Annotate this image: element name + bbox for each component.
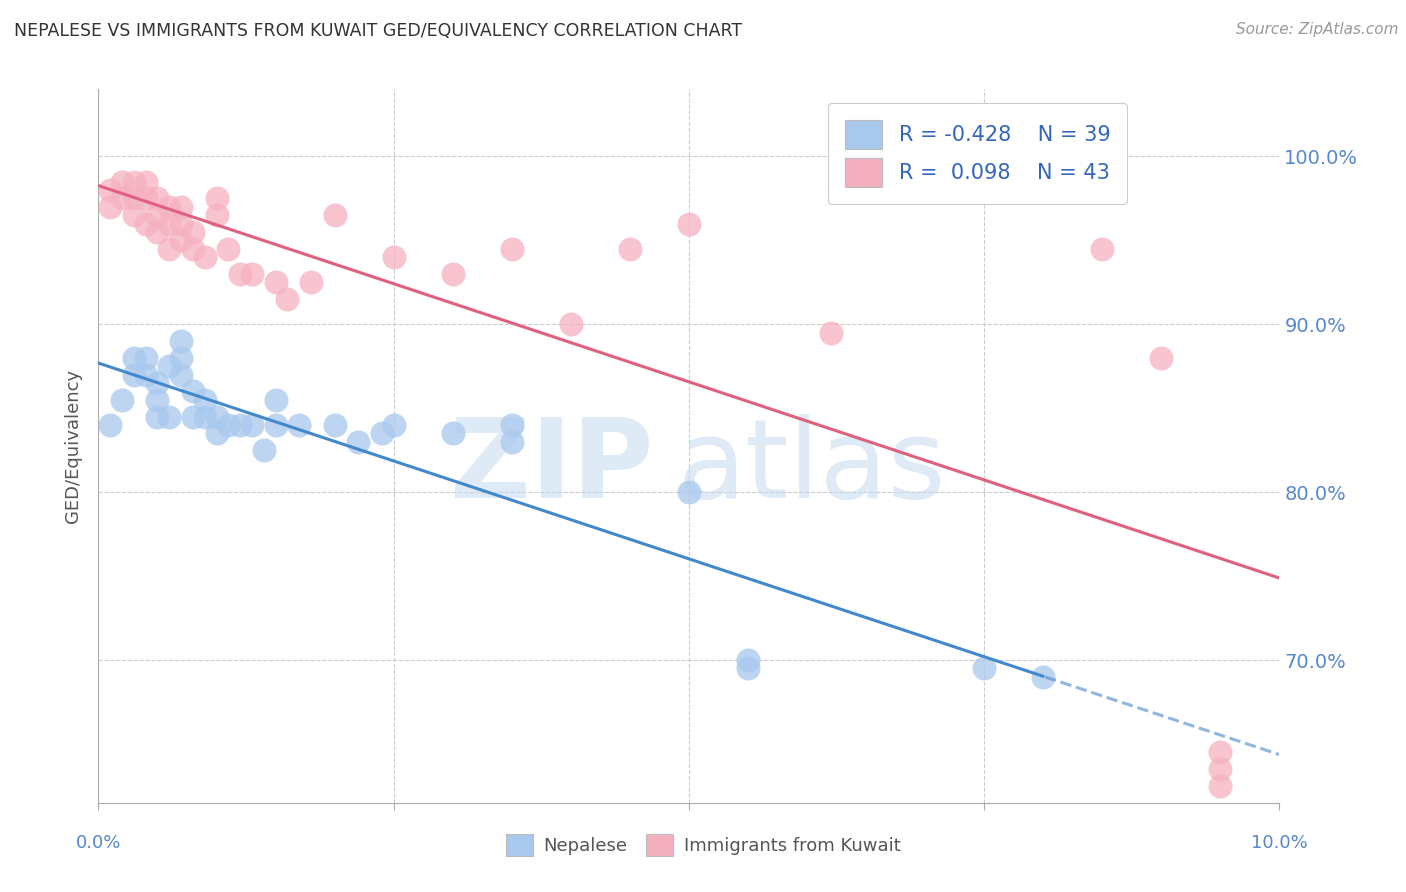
Text: NEPALESE VS IMMIGRANTS FROM KUWAIT GED/EQUIVALENCY CORRELATION CHART: NEPALESE VS IMMIGRANTS FROM KUWAIT GED/E… bbox=[14, 22, 742, 40]
Point bbox=[170, 200, 193, 214]
Point bbox=[619, 242, 641, 256]
Point bbox=[122, 368, 145, 382]
Point bbox=[157, 217, 180, 231]
Point bbox=[98, 417, 121, 432]
Point bbox=[205, 409, 228, 424]
Point bbox=[229, 417, 252, 432]
Point bbox=[1209, 779, 1232, 793]
Point bbox=[737, 653, 759, 667]
Point bbox=[1091, 242, 1114, 256]
Y-axis label: GED/Equivalency: GED/Equivalency bbox=[65, 369, 83, 523]
Point bbox=[181, 225, 204, 239]
Point bbox=[678, 217, 700, 231]
Point bbox=[217, 242, 239, 256]
Point bbox=[501, 434, 523, 449]
Point bbox=[240, 417, 263, 432]
Point bbox=[264, 392, 287, 407]
Point bbox=[323, 417, 346, 432]
Point bbox=[170, 217, 193, 231]
Point bbox=[501, 417, 523, 432]
Point bbox=[194, 409, 217, 424]
Point bbox=[1150, 351, 1173, 365]
Text: 10.0%: 10.0% bbox=[1251, 834, 1308, 852]
Point bbox=[205, 191, 228, 205]
Point bbox=[170, 233, 193, 247]
Point bbox=[288, 417, 311, 432]
Point bbox=[382, 417, 405, 432]
Point bbox=[135, 368, 157, 382]
Point bbox=[264, 417, 287, 432]
Point bbox=[122, 175, 145, 189]
Point bbox=[1209, 746, 1232, 760]
Point bbox=[205, 426, 228, 441]
Point bbox=[170, 334, 193, 348]
Text: 0.0%: 0.0% bbox=[76, 834, 121, 852]
Legend: Nepalese, Immigrants from Kuwait: Nepalese, Immigrants from Kuwait bbox=[496, 825, 910, 865]
Point bbox=[157, 242, 180, 256]
Point bbox=[217, 417, 239, 432]
Point bbox=[98, 183, 121, 197]
Point bbox=[111, 191, 134, 205]
Point bbox=[181, 242, 204, 256]
Point bbox=[181, 409, 204, 424]
Point bbox=[98, 200, 121, 214]
Point bbox=[146, 409, 169, 424]
Point bbox=[111, 175, 134, 189]
Point bbox=[737, 661, 759, 675]
Point bbox=[157, 409, 180, 424]
Point bbox=[264, 275, 287, 289]
Point bbox=[194, 250, 217, 264]
Point bbox=[146, 208, 169, 222]
Point bbox=[229, 267, 252, 281]
Point bbox=[1032, 670, 1054, 684]
Point bbox=[347, 434, 370, 449]
Point bbox=[111, 392, 134, 407]
Point bbox=[122, 208, 145, 222]
Point bbox=[441, 426, 464, 441]
Point bbox=[181, 384, 204, 399]
Point bbox=[371, 426, 394, 441]
Point bbox=[146, 225, 169, 239]
Text: ZIP: ZIP bbox=[450, 414, 654, 521]
Point bbox=[135, 191, 157, 205]
Point bbox=[170, 368, 193, 382]
Point bbox=[560, 318, 582, 332]
Point bbox=[1209, 762, 1232, 776]
Text: atlas: atlas bbox=[678, 414, 946, 521]
Point bbox=[678, 485, 700, 500]
Point bbox=[205, 208, 228, 222]
Point bbox=[122, 351, 145, 365]
Point bbox=[122, 191, 145, 205]
Legend: R = -0.428    N = 39, R =  0.098    N = 43: R = -0.428 N = 39, R = 0.098 N = 43 bbox=[828, 103, 1128, 203]
Point bbox=[135, 351, 157, 365]
Point bbox=[240, 267, 263, 281]
Point bbox=[299, 275, 322, 289]
Point bbox=[276, 292, 298, 306]
Point bbox=[382, 250, 405, 264]
Point bbox=[146, 191, 169, 205]
Point bbox=[253, 443, 276, 458]
Point bbox=[501, 242, 523, 256]
Point bbox=[146, 392, 169, 407]
Point bbox=[820, 326, 842, 340]
Point bbox=[135, 175, 157, 189]
Point bbox=[135, 217, 157, 231]
Text: Source: ZipAtlas.com: Source: ZipAtlas.com bbox=[1236, 22, 1399, 37]
Point bbox=[157, 359, 180, 374]
Point bbox=[973, 661, 995, 675]
Point bbox=[170, 351, 193, 365]
Point bbox=[157, 200, 180, 214]
Point bbox=[146, 376, 169, 390]
Point bbox=[441, 267, 464, 281]
Point bbox=[323, 208, 346, 222]
Point bbox=[194, 392, 217, 407]
